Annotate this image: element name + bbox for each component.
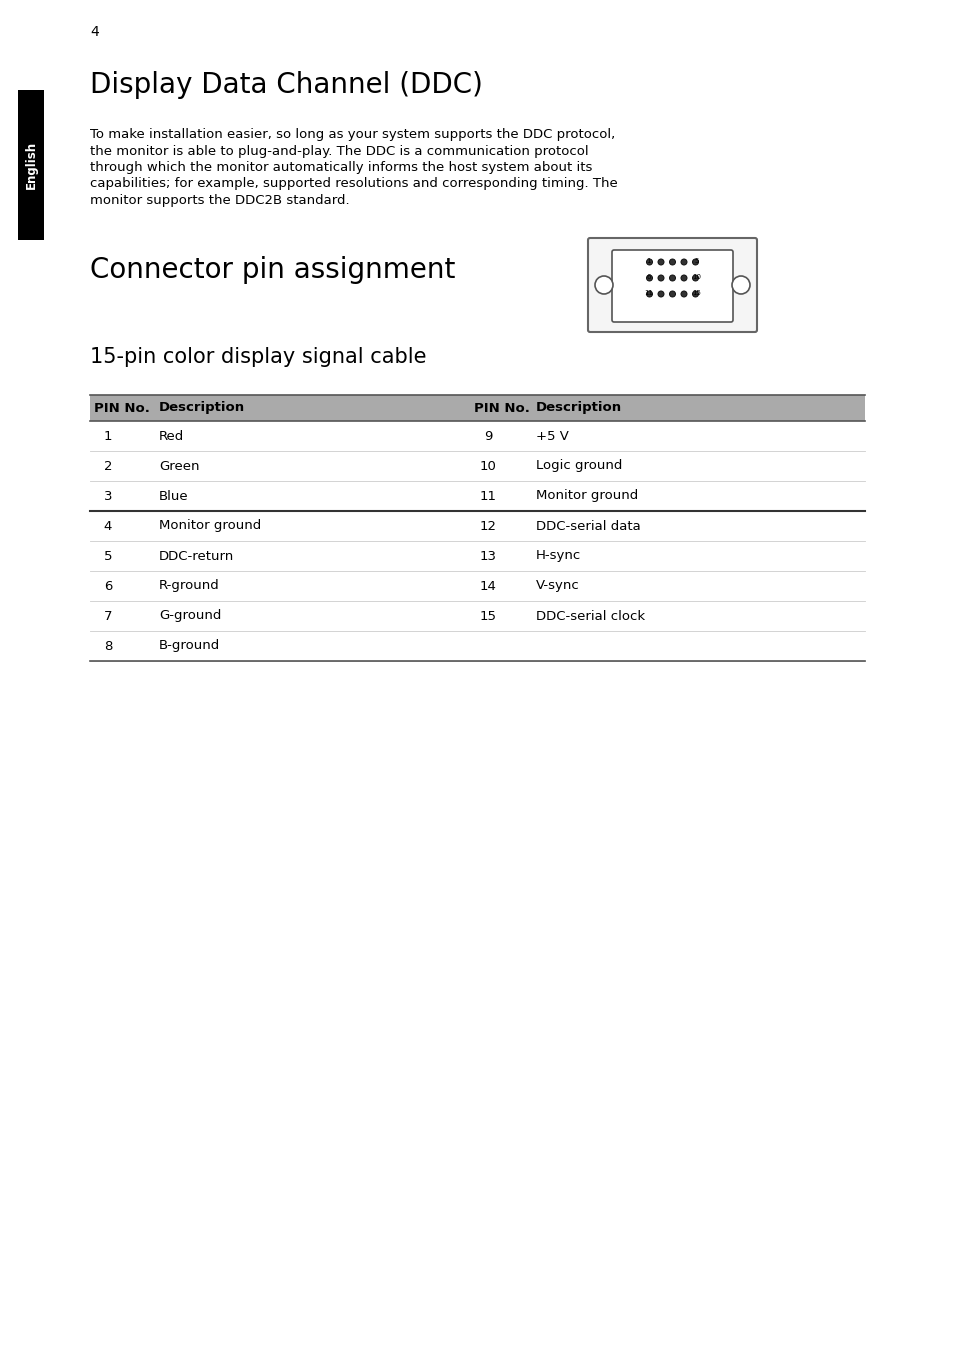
Text: 13: 13	[479, 549, 496, 563]
Text: Blue: Blue	[159, 490, 189, 502]
Circle shape	[595, 277, 613, 294]
Text: capabilities; for example, supported resolutions and corresponding timing. The: capabilities; for example, supported res…	[90, 178, 618, 190]
Circle shape	[669, 275, 675, 281]
Circle shape	[692, 292, 698, 297]
Text: 11: 11	[479, 490, 496, 502]
Text: 1: 1	[104, 430, 112, 442]
Text: R-ground: R-ground	[159, 579, 219, 593]
Text: DDC-serial data: DDC-serial data	[536, 519, 640, 533]
Text: Description: Description	[536, 401, 621, 415]
Circle shape	[680, 292, 686, 297]
Text: 4: 4	[90, 25, 99, 38]
Text: To make installation easier, so long as your system supports the DDC protocol,: To make installation easier, so long as …	[90, 127, 615, 141]
Text: +5 V: +5 V	[536, 430, 568, 442]
Text: monitor supports the DDC2B standard.: monitor supports the DDC2B standard.	[90, 194, 349, 207]
Circle shape	[692, 259, 698, 266]
FancyBboxPatch shape	[587, 238, 757, 333]
Text: Monitor ground: Monitor ground	[159, 519, 261, 533]
Text: H-sync: H-sync	[536, 549, 580, 563]
Text: 15: 15	[691, 290, 700, 296]
FancyBboxPatch shape	[612, 251, 732, 322]
Text: DDC-return: DDC-return	[159, 549, 234, 563]
Text: 12: 12	[479, 519, 496, 533]
Text: Monitor ground: Monitor ground	[536, 490, 638, 502]
Text: 6: 6	[104, 579, 112, 593]
Text: Red: Red	[159, 430, 184, 442]
Text: PIN No.: PIN No.	[474, 401, 529, 415]
Text: 15-pin color display signal cable: 15-pin color display signal cable	[90, 346, 426, 367]
Text: Connector pin assignment: Connector pin assignment	[90, 256, 455, 283]
Circle shape	[658, 259, 663, 266]
FancyBboxPatch shape	[18, 90, 44, 240]
Text: 3: 3	[104, 490, 112, 502]
Circle shape	[646, 259, 652, 266]
Circle shape	[646, 275, 652, 281]
Text: G-ground: G-ground	[159, 609, 221, 623]
Circle shape	[680, 259, 686, 266]
Circle shape	[669, 292, 675, 297]
FancyBboxPatch shape	[90, 396, 864, 422]
Text: 7: 7	[104, 609, 112, 623]
Circle shape	[658, 275, 663, 281]
Text: 9: 9	[483, 430, 492, 442]
Text: 5: 5	[104, 549, 112, 563]
Circle shape	[658, 292, 663, 297]
Text: the monitor is able to plug-and-play. The DDC is a communication protocol: the monitor is able to plug-and-play. Th…	[90, 145, 588, 157]
Text: 1: 1	[645, 257, 650, 264]
Text: 11: 11	[643, 290, 652, 296]
Text: DDC-serial clock: DDC-serial clock	[536, 609, 644, 623]
Text: Description: Description	[159, 401, 245, 415]
Text: B-ground: B-ground	[159, 639, 220, 653]
Text: 10: 10	[479, 460, 496, 472]
Circle shape	[731, 277, 749, 294]
Text: 8: 8	[104, 639, 112, 653]
Text: PIN No.: PIN No.	[94, 401, 150, 415]
Text: V-sync: V-sync	[536, 579, 579, 593]
Text: 4: 4	[104, 519, 112, 533]
Circle shape	[669, 259, 675, 266]
Circle shape	[680, 275, 686, 281]
Text: Display Data Channel (DDC): Display Data Channel (DDC)	[90, 71, 482, 99]
Circle shape	[692, 275, 698, 281]
Text: English: English	[25, 141, 37, 189]
Text: 10: 10	[691, 274, 700, 281]
Text: 5: 5	[694, 257, 698, 264]
Text: 6: 6	[645, 274, 650, 281]
Text: Green: Green	[159, 460, 199, 472]
Text: through which the monitor automatically informs the host system about its: through which the monitor automatically …	[90, 162, 592, 174]
Text: Logic ground: Logic ground	[536, 460, 621, 472]
Text: 2: 2	[104, 460, 112, 472]
Circle shape	[646, 292, 652, 297]
Text: 14: 14	[479, 579, 496, 593]
Text: 15: 15	[479, 609, 496, 623]
